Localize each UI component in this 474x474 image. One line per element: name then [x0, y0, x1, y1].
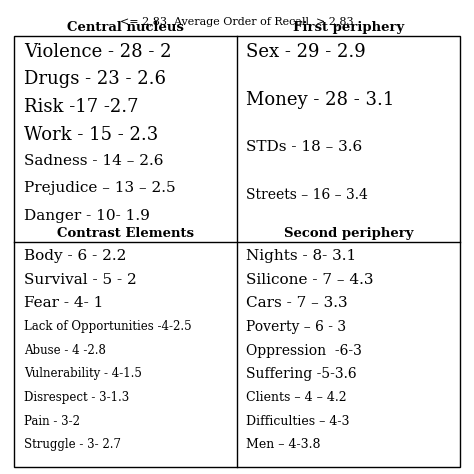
Text: Men – 4-3.8: Men – 4-3.8	[246, 438, 321, 451]
Text: Lack of Opportunities -4-2.5: Lack of Opportunities -4-2.5	[24, 320, 191, 333]
Text: Nights - 8- 3.1: Nights - 8- 3.1	[246, 249, 357, 263]
Text: Poverty – 6 - 3: Poverty – 6 - 3	[246, 320, 346, 334]
Text: Drugs - 23 - 2.6: Drugs - 23 - 2.6	[24, 71, 166, 89]
Text: Streets – 16 – 3.4: Streets – 16 – 3.4	[246, 188, 368, 202]
Text: Silicone - 7 – 4.3: Silicone - 7 – 4.3	[246, 273, 374, 287]
Text: Work - 15 - 2.3: Work - 15 - 2.3	[24, 126, 158, 144]
Text: Abuse - 4 -2.8: Abuse - 4 -2.8	[24, 344, 106, 356]
Text: Contrast Elements: Contrast Elements	[57, 228, 194, 240]
Text: Sex - 29 - 2.9: Sex - 29 - 2.9	[246, 43, 366, 61]
Text: Cars - 7 – 3.3: Cars - 7 – 3.3	[246, 296, 348, 310]
Text: Money - 28 - 3.1: Money - 28 - 3.1	[246, 91, 395, 109]
Text: Violence - 28 - 2: Violence - 28 - 2	[24, 43, 171, 61]
Text: Prejudice – 13 – 2.5: Prejudice – 13 – 2.5	[24, 182, 175, 195]
Text: First periphery: First periphery	[293, 21, 404, 34]
Text: Oppression  -6-3: Oppression -6-3	[246, 344, 362, 358]
Text: Danger - 10- 1.9: Danger - 10- 1.9	[24, 209, 150, 223]
Text: Fear - 4- 1: Fear - 4- 1	[24, 296, 103, 310]
Text: Second periphery: Second periphery	[283, 228, 413, 240]
Text: Vulnerability - 4-1.5: Vulnerability - 4-1.5	[24, 367, 142, 380]
Text: Clients – 4 – 4.2: Clients – 4 – 4.2	[246, 391, 347, 404]
Text: Difficulties – 4-3: Difficulties – 4-3	[246, 415, 350, 428]
Text: STDs - 18 – 3.6: STDs - 18 – 3.6	[246, 140, 363, 154]
Text: Struggle - 3- 2.7: Struggle - 3- 2.7	[24, 438, 121, 451]
Text: Disrespect - 3-1.3: Disrespect - 3-1.3	[24, 391, 129, 404]
Text: Survival - 5 - 2: Survival - 5 - 2	[24, 273, 137, 287]
Text: Body - 6 - 2.2: Body - 6 - 2.2	[24, 249, 126, 263]
Text: Risk -17 -2.7: Risk -17 -2.7	[24, 98, 138, 116]
Text: <= 2,83  Average Order of Recall  > 2,83: <= 2,83 Average Order of Recall > 2,83	[120, 17, 354, 27]
Text: Suffering -5-3.6: Suffering -5-3.6	[246, 367, 357, 382]
Text: Pain - 3-2: Pain - 3-2	[24, 415, 80, 428]
Text: Central nucleus: Central nucleus	[67, 21, 184, 34]
Text: Sadness - 14 – 2.6: Sadness - 14 – 2.6	[24, 154, 163, 168]
